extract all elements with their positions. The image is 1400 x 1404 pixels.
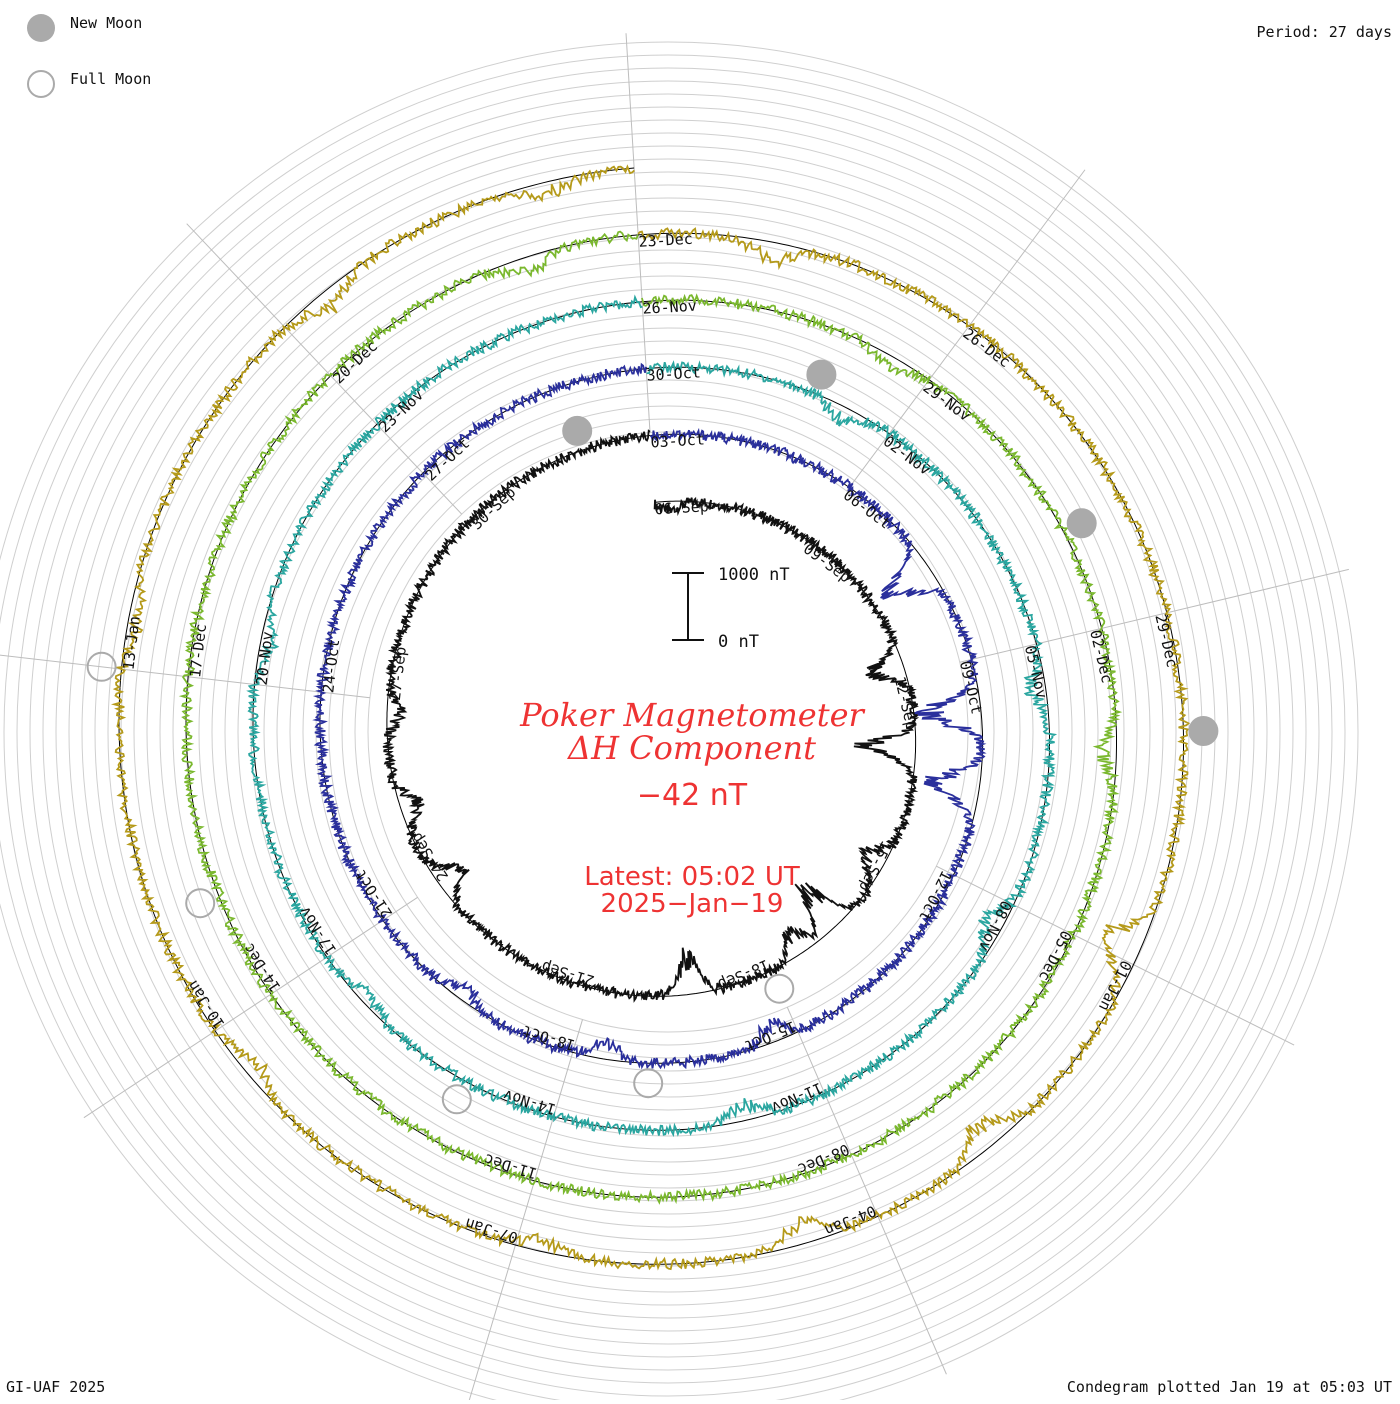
grid-circle [94,158,1242,1306]
scale-bar-top-label: 1000 nT [718,565,790,585]
series-layer [110,164,1191,1271]
date-label: 08-Nov [975,898,1015,955]
date-label: 29-Nov [920,378,974,425]
date-label: 05-Nov [1021,643,1051,700]
full-moon-marker [185,888,216,919]
grid-circle [276,340,1060,1124]
day-spoke [959,568,1349,663]
grid-circle [42,106,1294,1358]
date-label: 17-Nov [295,903,340,958]
grid-circle [159,223,1177,1241]
date-label: 30-Oct [646,363,701,384]
date-label: 18-Sep [715,956,772,994]
series-trace [110,164,1191,1271]
day-spoke [83,896,418,1119]
grid-circle [16,80,1320,1384]
grid-circle [0,41,1359,1404]
grid-circle [289,353,1047,1111]
new-moon-marker [1188,716,1219,746]
grid-circle [3,67,1333,1397]
full-moon-marker [764,973,795,1004]
date-label: 09-Sep [800,540,854,587]
baseline-spiral [386,435,917,997]
new-moon-legend-icon [27,14,55,42]
grid-circle [68,132,1268,1332]
grid-circle [328,392,1008,1072]
new-moon-marker [1066,508,1097,539]
date-label: 21-Sep [539,957,596,990]
center-text: Poker Magnetometer ΔH Component −42 nT L… [519,696,865,919]
day-spoke [467,1019,583,1404]
grid-circle [354,418,982,1046]
series-trace [246,294,1058,1138]
grid-circle [341,405,995,1059]
chart-subtitle: ΔH Component [566,729,816,767]
scale-bar: 1000 nT 0 nT [672,565,790,652]
new-moon-marker [806,359,837,390]
grid-circle [198,262,1138,1202]
date-label: 17-Dec [186,623,210,679]
grid-circle [29,93,1307,1371]
date-label: 01-Jan [1095,958,1135,1015]
date-label: 23-Dec [638,230,693,251]
grid-circle [0,54,1346,1404]
new-moon-legend-label: New Moon [70,14,143,32]
period-label: Period: 27 days [1256,23,1392,41]
day-spoke [936,865,1295,1046]
credit-label: GI-UAF 2025 [6,1378,106,1396]
date-label: 30-Sep [468,483,520,533]
latest-time: Latest: 05:02 UT [584,862,800,892]
series-trace [382,429,920,1003]
full-moon-marker [86,651,117,682]
day-spoke [0,654,371,699]
date-label: 15-Sep [855,838,895,895]
date-label: 11-Nov [769,1079,826,1117]
date-label: 27-Sep [386,646,410,702]
date-label: 26-Nov [642,297,697,318]
full-moon-legend-label: Full Moon [70,70,152,88]
date-label: 02-Dec [1086,628,1116,685]
day-spoke [786,1007,947,1375]
full-moon-marker [633,1068,664,1099]
day-spoke [186,223,463,515]
moon-layer [86,359,1219,1115]
latest-date: 2025−Jan−19 [601,889,784,919]
grid-circle [224,288,1112,1176]
date-label: 03-Oct [650,430,705,451]
date-label: 06-Sep [654,497,709,518]
grid-circle [250,314,1086,1150]
date-label: 12-Sep [891,675,921,732]
date-label: 08-Dec [795,1140,852,1178]
grid-circle [263,327,1073,1137]
grid-circle [211,275,1125,1189]
plotted-timestamp: Condegram plotted Jan 19 at 05:03 UT [1066,1378,1392,1396]
date-label: 26-Dec [960,324,1014,371]
series-trace [178,230,1123,1205]
date-label: 06-Oct [840,486,894,533]
current-value: −42 nT [637,778,748,813]
full-moon-legend-icon [27,70,55,98]
date-label: 24-Sep [407,829,452,884]
date-label: 09-Oct [956,659,986,716]
date-label: 13-Jan [119,615,143,671]
series-trace [312,362,987,1070]
grid-circle [107,171,1229,1293]
full-moon-marker [441,1084,472,1115]
date-label: 24-Oct [319,638,343,694]
date-label: 20-Nov [253,630,277,686]
grid-circle [81,145,1255,1319]
chart-title: Poker Magnetometer [519,696,865,734]
scale-bar-bottom-label: 0 nT [718,632,759,652]
grid-circle [172,236,1164,1228]
new-moon-marker [562,415,593,446]
date-label: 20-Dec [329,337,381,387]
grid-circle [55,119,1281,1345]
